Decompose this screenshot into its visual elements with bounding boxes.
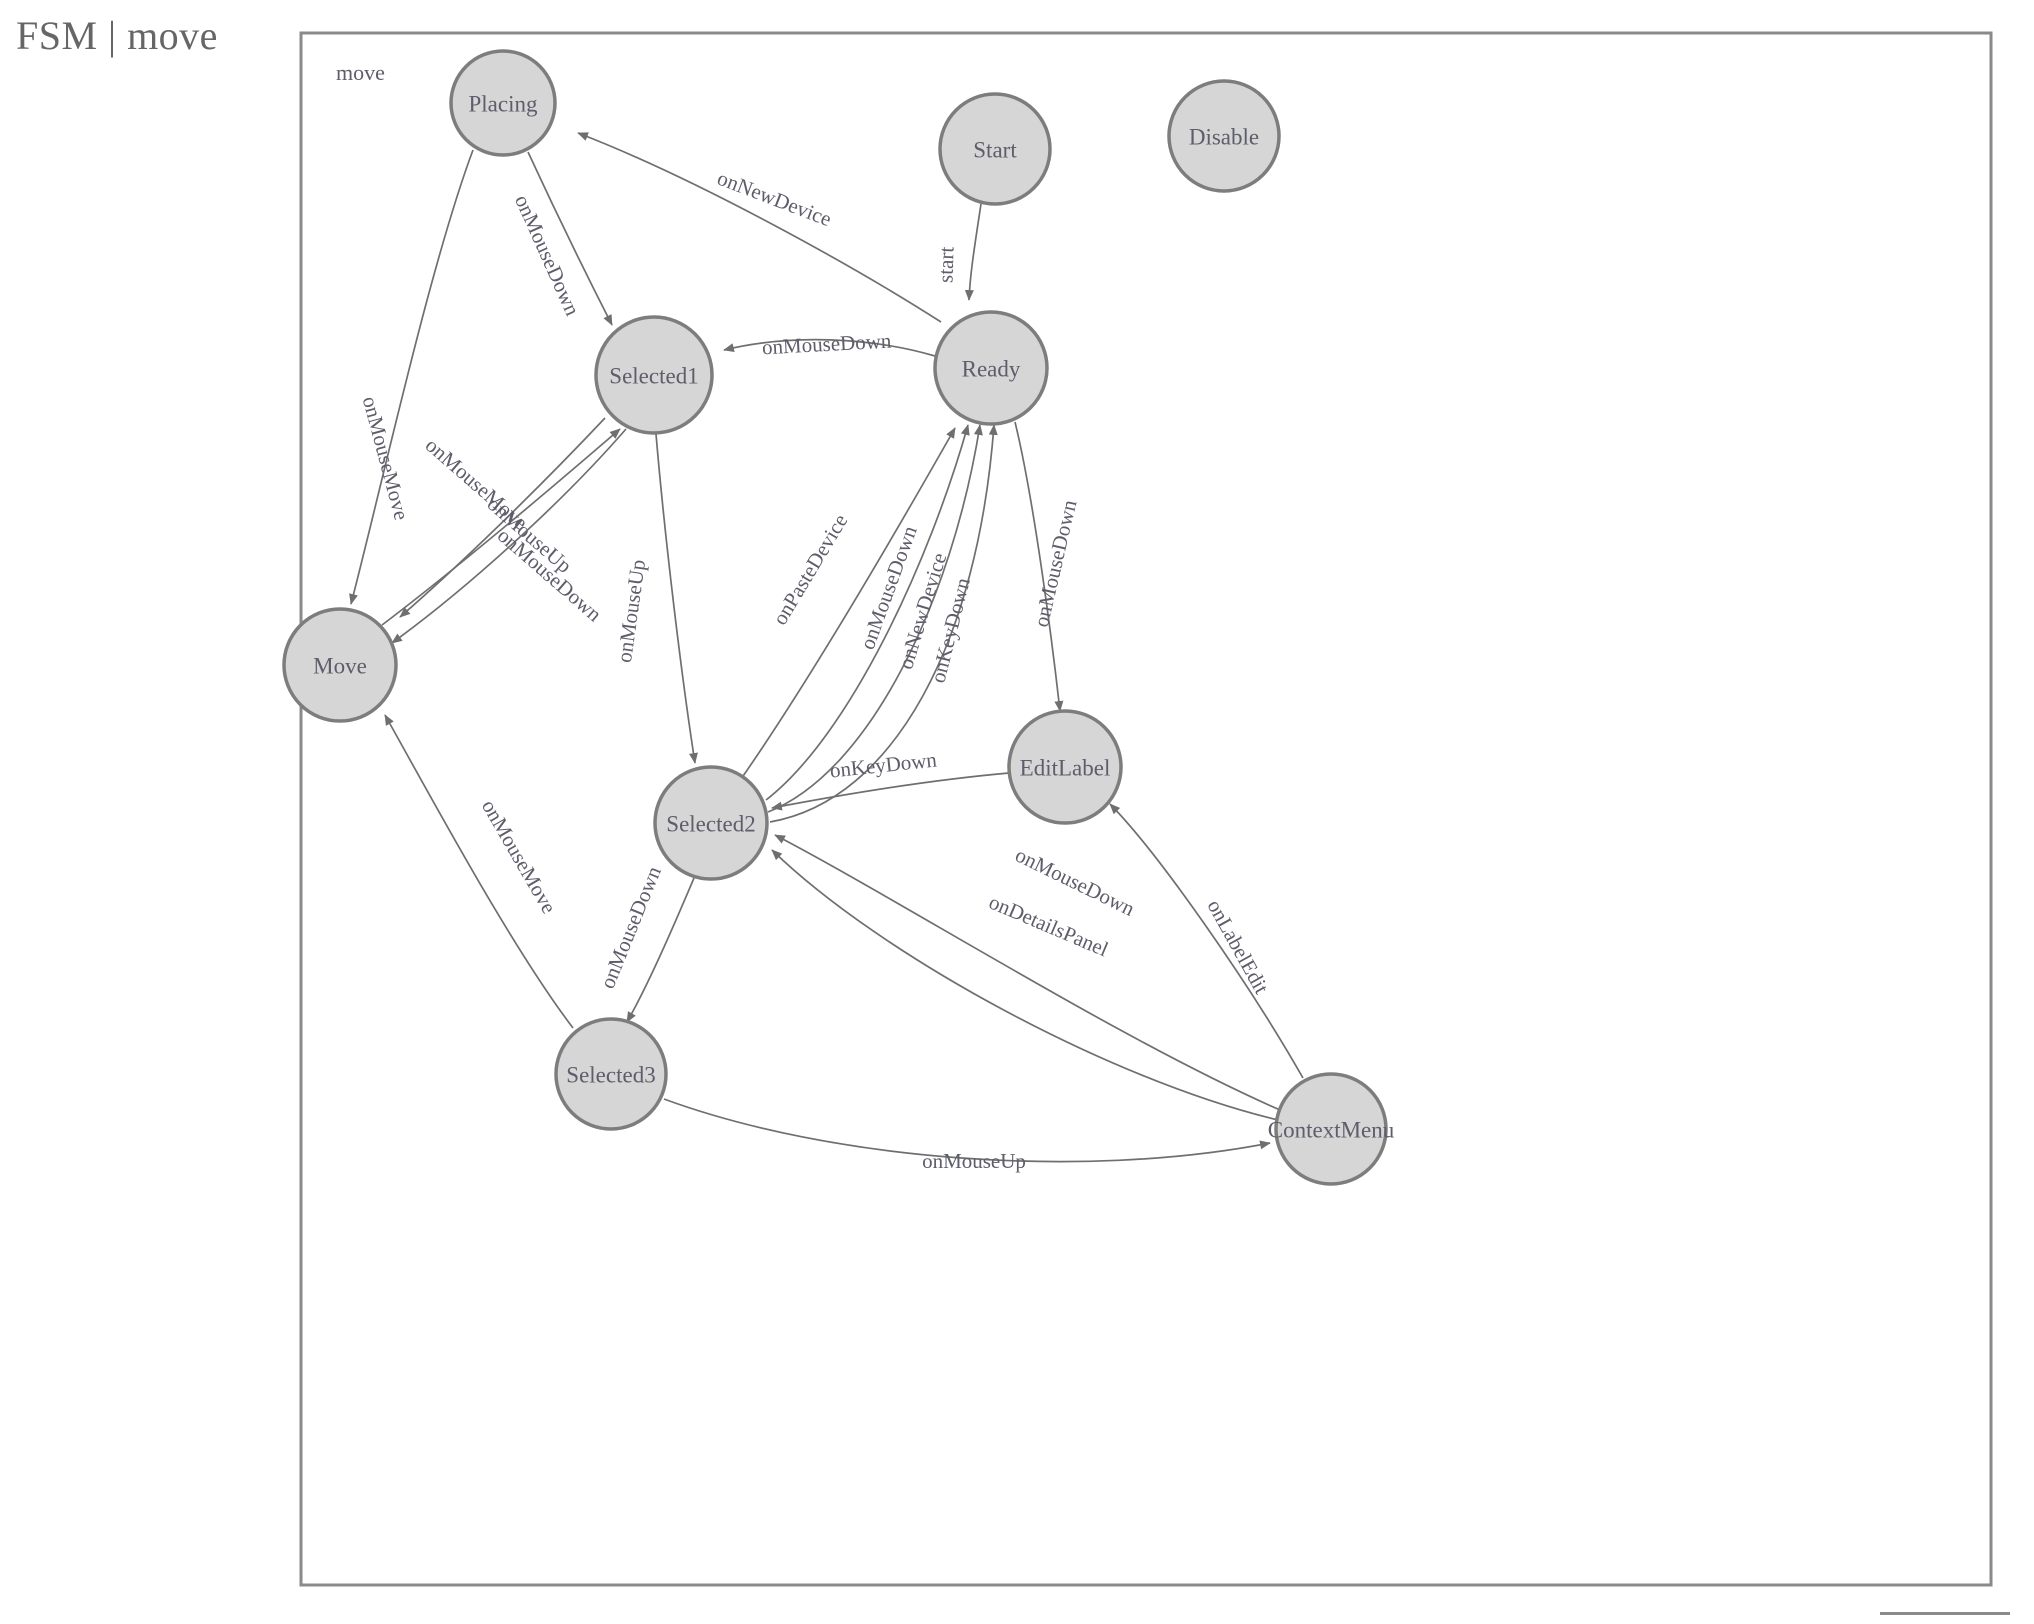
edge-editlabel-selected2: onKeyDown	[771, 747, 1010, 811]
node-circle[interactable]	[1274, 1072, 1388, 1186]
edge-start-ready: start	[933, 203, 982, 301]
node-label: Move	[313, 654, 367, 679]
edge-selected3-move: onMouseMove	[384, 714, 574, 1029]
edge-ready-editlabel: onMouseDown	[1014, 421, 1082, 712]
edge-selected1-move-down: onMouseDown	[391, 428, 627, 644]
node-circle[interactable]	[938, 92, 1052, 206]
node-label: EditLabel	[1020, 756, 1111, 781]
node-circle[interactable]	[1167, 79, 1281, 193]
edge-contextmenu-selected2-details: onDetailsPanel	[771, 849, 1279, 1121]
node-placing[interactable]: Placing	[449, 49, 557, 157]
cluster-label: move	[336, 60, 385, 85]
node-circle[interactable]	[1007, 709, 1123, 825]
page-title: FSM | move	[16, 13, 218, 58]
node-move[interactable]: Move	[282, 607, 398, 723]
edge-label: onPasteDevice	[768, 510, 853, 629]
edge-ready-selected1: onMouseDown	[723, 329, 936, 360]
edge-label: onNewDevice	[714, 166, 835, 231]
node-label: Disable	[1189, 125, 1259, 150]
node-contextmenu[interactable]: ContextMenu	[1268, 1072, 1395, 1186]
edge-label: onMouseUp	[922, 1149, 1026, 1173]
node-label: Start	[973, 138, 1017, 163]
node-start[interactable]: Start	[938, 92, 1052, 206]
edge-ready-placing: onNewDevice	[577, 132, 942, 323]
node-label: Selected2	[666, 812, 755, 837]
node-circle[interactable]	[554, 1017, 668, 1131]
edge-layer: start onNewDevice onMouseDown onMouseDow…	[349, 132, 1304, 1173]
edge-label: start	[933, 246, 958, 283]
node-label: Selected1	[609, 364, 698, 389]
edge-label: onMouseMove	[358, 394, 414, 523]
node-label: Selected3	[566, 1063, 655, 1088]
node-circle[interactable]	[653, 765, 769, 881]
edge-label: onMouseUp	[612, 558, 650, 664]
node-editlabel[interactable]: EditLabel	[1007, 709, 1123, 825]
diagram-frame	[299, 31, 1993, 1587]
edge-label: onLabelEdit	[1202, 895, 1273, 998]
edge-label: onMouseDown	[595, 862, 666, 992]
node-label: ContextMenu	[1268, 1118, 1395, 1143]
edge-label: onMouseDown	[1029, 497, 1082, 629]
node-circle[interactable]	[449, 49, 557, 157]
edge-placing-move: onMouseMove	[349, 149, 474, 605]
edge-selected3-contextmenu: onMouseUp	[663, 1098, 1271, 1173]
node-label: Ready	[962, 357, 1021, 382]
edge-label: onMouseDown	[510, 191, 585, 320]
edge-placing-selected1: onMouseDown	[510, 151, 613, 326]
node-selected3[interactable]: Selected3	[554, 1017, 668, 1131]
node-ready[interactable]: Ready	[933, 310, 1049, 426]
node-circle[interactable]	[282, 607, 398, 723]
node-disable[interactable]: Disable	[1167, 79, 1281, 193]
edge-contextmenu-editlabel: onLabelEdit	[1109, 803, 1304, 1079]
node-circle[interactable]	[933, 310, 1049, 426]
node-layer: Placing Start Disable Selected1 Ready Mo…	[282, 49, 1395, 1186]
edge-label: onMouseDown	[761, 329, 892, 360]
edge-selected2-selected3: onMouseDown	[595, 862, 695, 1023]
edge-selected1-selected2: onMouseUp	[612, 433, 698, 764]
bottom-divider	[1880, 1612, 2010, 1615]
node-selected1[interactable]: Selected1	[594, 315, 714, 435]
node-label: Placing	[469, 92, 538, 117]
node-selected2[interactable]: Selected2	[653, 765, 769, 881]
node-circle[interactable]	[594, 315, 714, 435]
edge-contextmenu-selected2-down: onMouseDown	[774, 834, 1281, 1111]
